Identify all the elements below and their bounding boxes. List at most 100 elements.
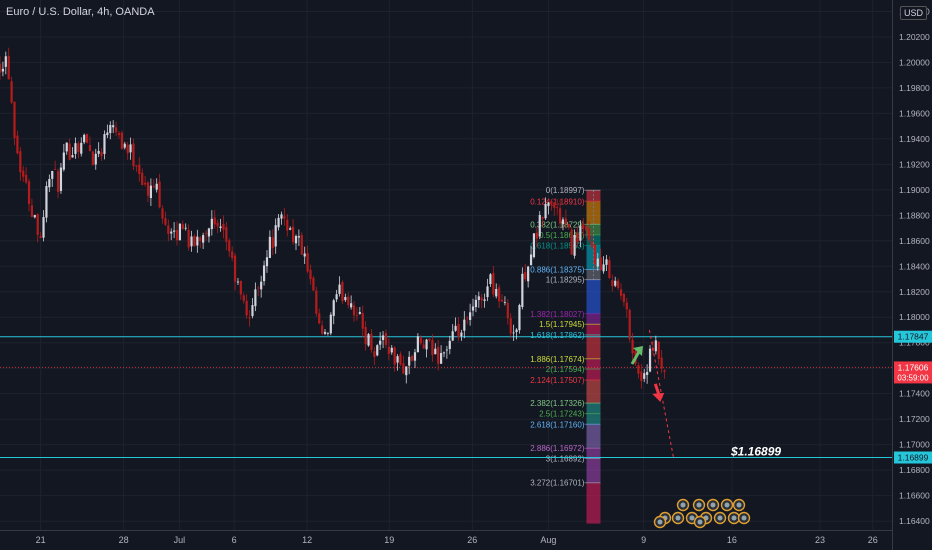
candle-body [442, 352, 446, 354]
candle-body [306, 253, 309, 272]
candle-body [129, 144, 132, 153]
candle-body [300, 235, 303, 255]
candle-body [445, 349, 448, 351]
price-tick-label: 1.19400 [899, 134, 930, 144]
candle-body [338, 284, 341, 294]
candle-body [602, 264, 605, 272]
candle-body [323, 331, 327, 334]
candle-body [315, 290, 318, 314]
fib-level-label: 0.382(1.18729) [530, 220, 585, 229]
candle-body [376, 345, 379, 356]
time-axis[interactable]: 21 28 Jul 6 12 19 26 Aug 9 16 23 26 [0, 530, 892, 546]
candle-body [663, 370, 666, 372]
candle-body [91, 151, 94, 165]
candle-body [492, 273, 495, 295]
fib-level-label: 1.5(1.17945) [539, 320, 585, 329]
candle-body [204, 232, 208, 234]
candle-body [42, 217, 45, 238]
candle-body [231, 251, 234, 259]
candle-body [202, 235, 205, 243]
level-price-box [894, 451, 932, 464]
time-tick-label: 26 [467, 535, 477, 545]
time-tick-label: 26 [868, 535, 878, 545]
candle-body [637, 365, 640, 374]
candle-body [54, 169, 57, 170]
candle-body [173, 230, 176, 232]
candle-body [483, 299, 486, 301]
price-tick-label: 1.20000 [899, 57, 930, 67]
fib-zone [586, 234, 601, 246]
candle-body [184, 227, 187, 229]
candle-body [544, 203, 547, 219]
target-price-label: $1.16899 [730, 445, 781, 459]
arrow-up-head [632, 346, 643, 357]
candle-body [207, 228, 211, 237]
candle-body [109, 125, 112, 134]
fib-zone [586, 334, 601, 359]
candle-body [660, 357, 663, 369]
fib-zone [586, 380, 601, 404]
candle-body [242, 295, 245, 301]
candle-body [379, 340, 382, 345]
candle-body [550, 201, 553, 205]
candle-body [512, 332, 515, 334]
candle-body [448, 340, 451, 350]
fib-zone-bands [586, 190, 601, 524]
countdown-timer: 03:59:00 [897, 373, 929, 382]
candle-body [112, 125, 115, 128]
candle-body [590, 241, 594, 248]
candle-body [187, 229, 190, 248]
candle-body [477, 296, 480, 301]
time-tick-label: 6 [232, 535, 237, 545]
fib-level-label: 3(1.16892) [546, 454, 585, 463]
candle-body [457, 324, 460, 338]
candle-body [196, 236, 199, 246]
candle-body [469, 312, 472, 320]
candle-body [291, 226, 295, 243]
candle-body [335, 294, 338, 300]
currency-label[interactable]: USD [899, 6, 927, 20]
level-price-box [894, 330, 932, 343]
time-tick-label: 28 [119, 535, 129, 545]
event-markers[interactable] [653, 498, 751, 529]
fib-level-label: 2.124(1.17507) [530, 376, 585, 385]
fib-level-label: 2(1.17594) [546, 365, 585, 374]
event-flag-icon [657, 519, 663, 525]
candle-body [619, 289, 623, 296]
horizontal-levels[interactable] [0, 336, 892, 459]
candle-body [16, 135, 19, 154]
candle-body [45, 186, 48, 218]
candle-body [370, 333, 373, 351]
candle-body [405, 366, 408, 376]
candle-body [350, 303, 353, 308]
candle-body [628, 309, 631, 339]
candle-body [289, 228, 292, 230]
fib-level-label: 0.5(1.18646) [539, 231, 585, 240]
candle-body [524, 272, 527, 280]
candle-body [120, 132, 123, 149]
candle-body [454, 325, 457, 331]
candle-body [257, 287, 260, 289]
fib-zone [586, 424, 601, 449]
projection-line [648, 329, 674, 458]
candle-body [605, 259, 608, 265]
candle-body [422, 344, 425, 349]
fib-zone [586, 279, 601, 314]
time-tick-label: 16 [727, 535, 737, 545]
current-price-box [894, 361, 932, 384]
candle-body [587, 228, 591, 240]
time-tick-label: Jul [174, 535, 186, 545]
candle-body [312, 277, 315, 291]
price-axis[interactable]: 1.204001.202001.200001.198001.196001.194… [892, 0, 932, 550]
candle-body [509, 318, 512, 334]
candle-body [437, 346, 440, 364]
candle-body [558, 208, 562, 224]
candle-body [4, 56, 7, 67]
candle-body [97, 150, 100, 154]
candle-body [396, 356, 399, 363]
candle-body [361, 312, 364, 329]
candle-body [181, 224, 184, 229]
fib-level-label: 2.618(1.17160) [530, 420, 585, 429]
candle-body [85, 134, 89, 143]
